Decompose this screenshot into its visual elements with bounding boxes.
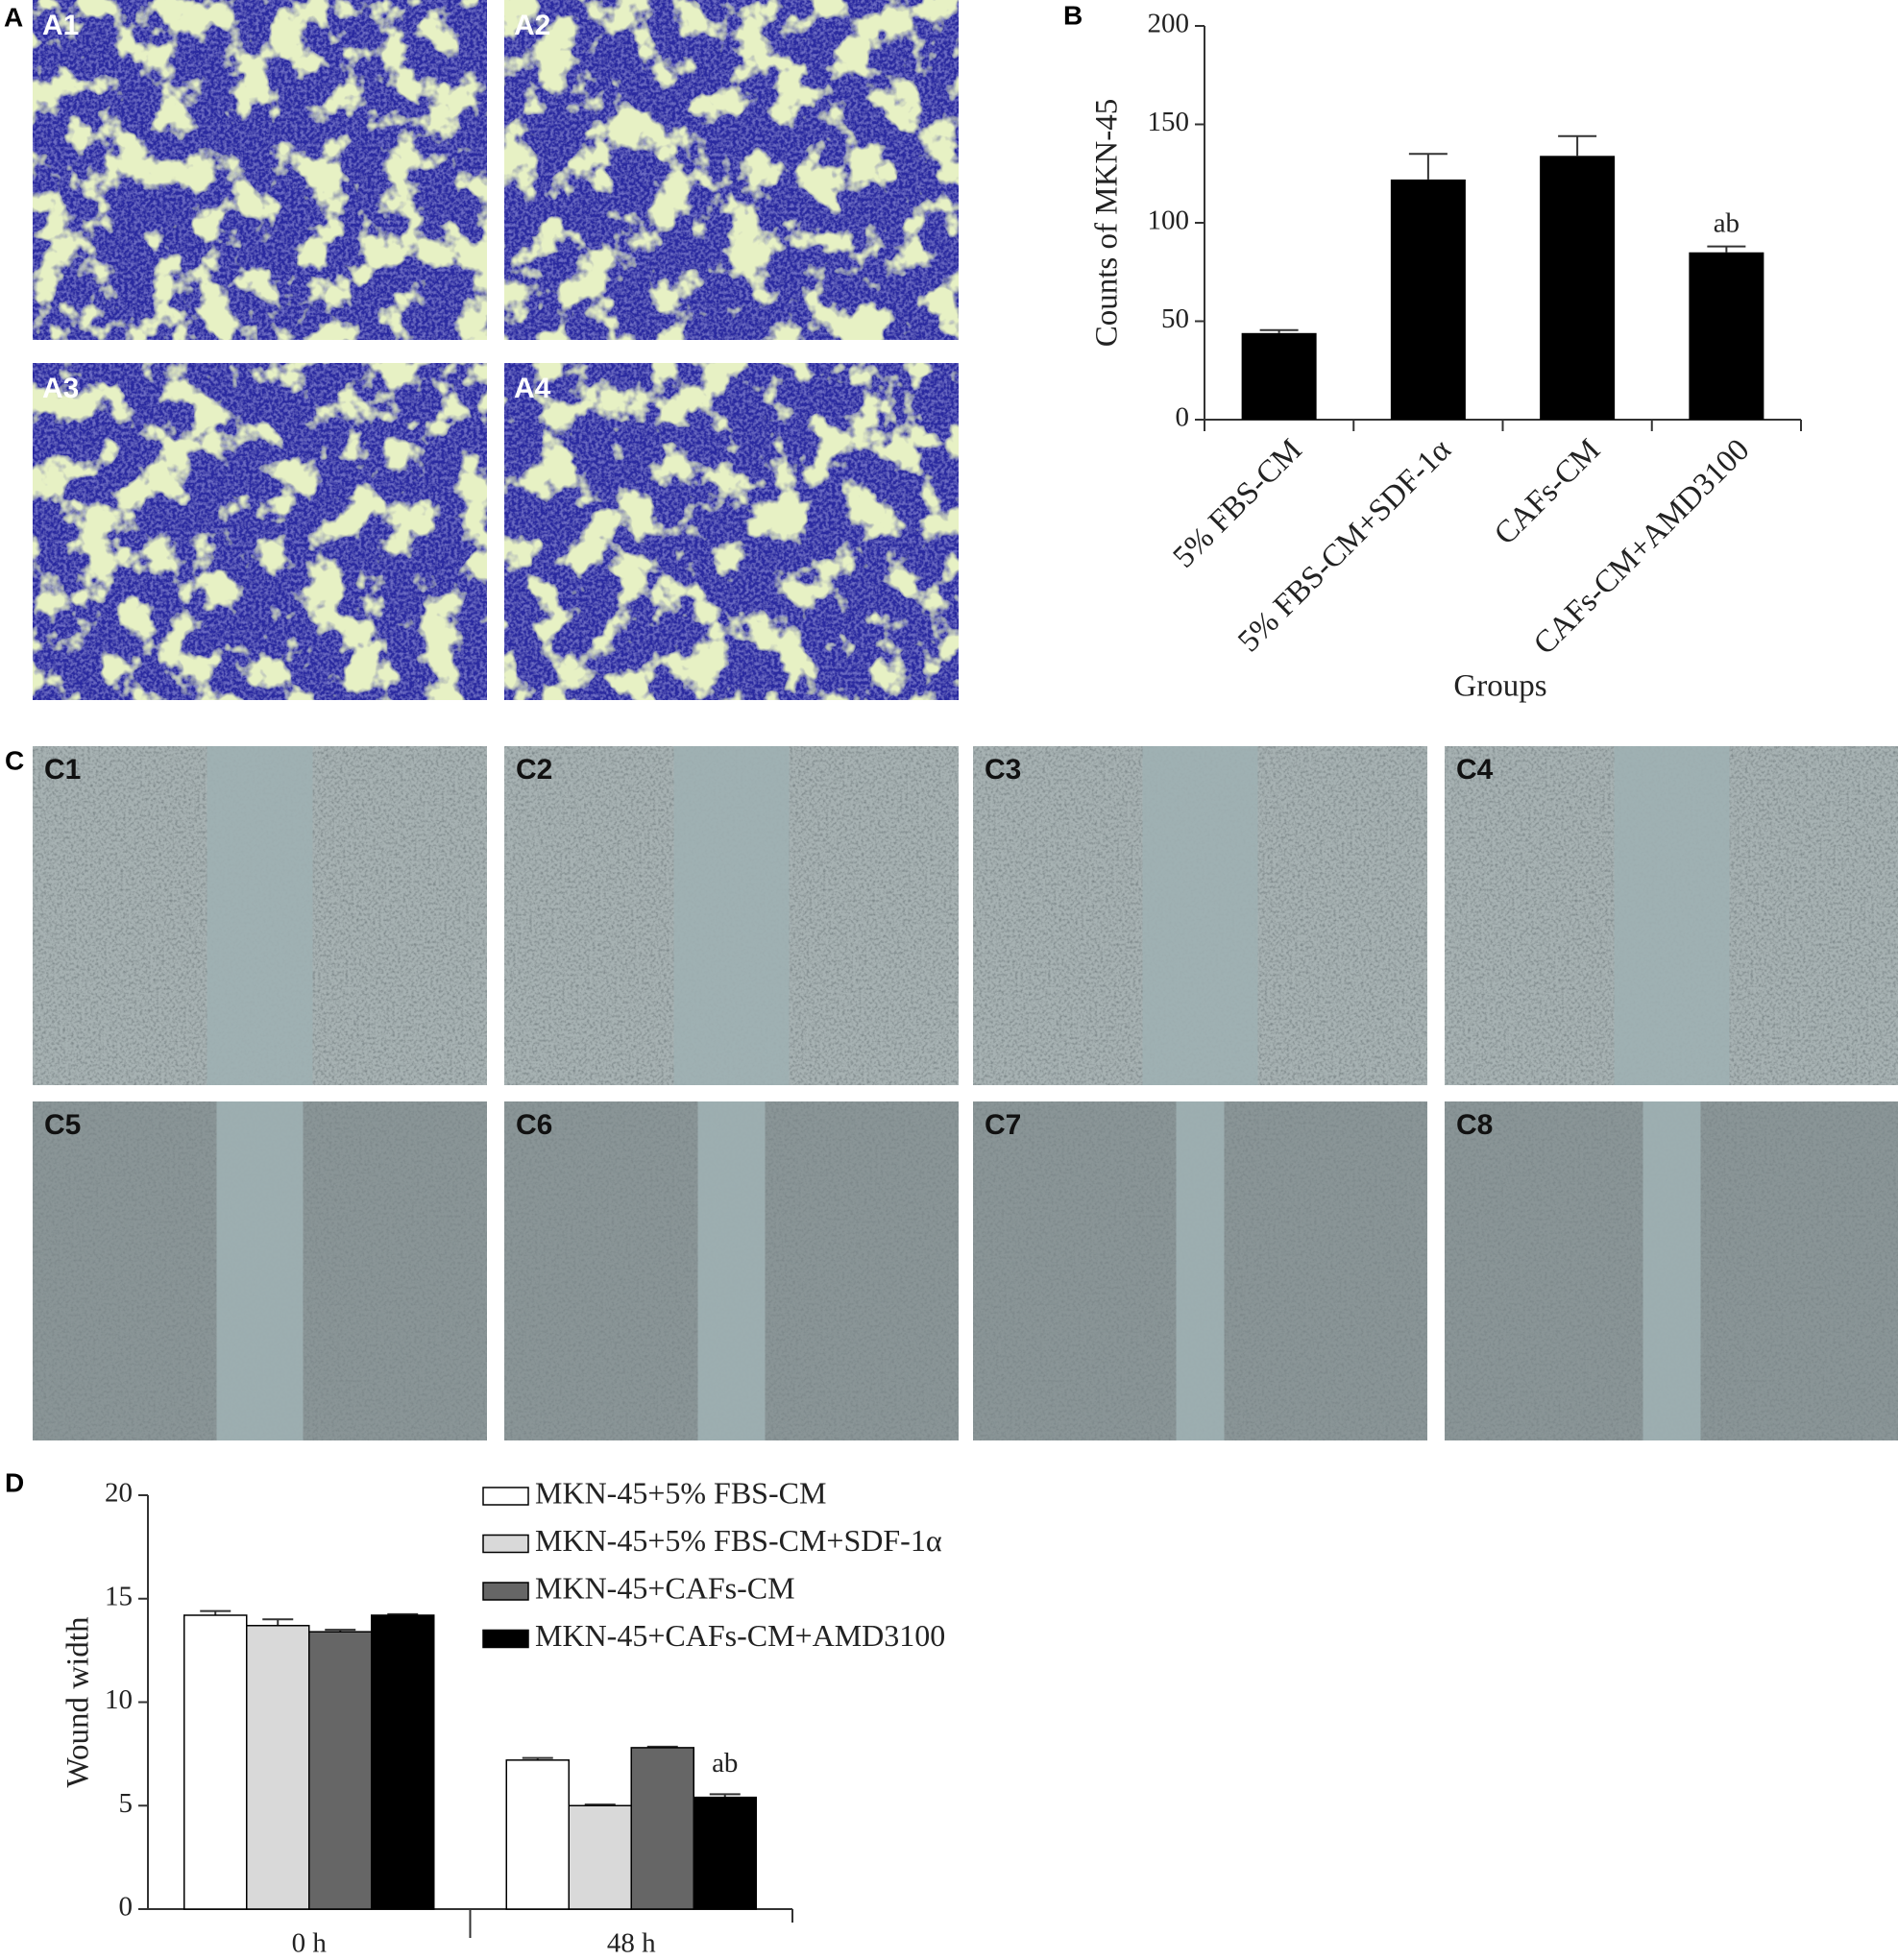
- image-label: C6: [516, 1109, 552, 1141]
- image-label: C5: [44, 1109, 81, 1141]
- micrograph: [33, 0, 487, 340]
- y-tick-label: 100: [1148, 206, 1190, 236]
- legend-swatch: [482, 1629, 529, 1649]
- x-axis-title: Groups: [1453, 669, 1546, 704]
- panel-label: A: [4, 2, 23, 32]
- y-tick-label: 5: [119, 1788, 134, 1819]
- x-tick-label: CAFs-CM: [1488, 433, 1607, 552]
- bar: [1390, 179, 1466, 420]
- legend-label: MKN-45+CAFs-CM+AMD3100: [535, 1618, 945, 1653]
- image-label: C7: [985, 1109, 1021, 1141]
- image-label: A2: [514, 10, 550, 41]
- scratch-gap: [1176, 1101, 1225, 1440]
- error-bar: [262, 1618, 294, 1626]
- bar: [246, 1625, 310, 1910]
- bar: [1689, 252, 1764, 420]
- x-tick-label: 5% FBS-CM: [1167, 433, 1309, 575]
- bar: [505, 1759, 570, 1910]
- panel-label: D: [5, 1467, 24, 1497]
- y-axis-title: Wound width: [61, 1616, 96, 1787]
- error-bar: [1558, 134, 1597, 157]
- error-bar: [1408, 153, 1448, 180]
- scratch-gap: [1642, 1101, 1701, 1440]
- legend-swatch: [482, 1534, 529, 1554]
- y-tick-label: 150: [1148, 107, 1190, 137]
- y-tick-label: 15: [105, 1581, 133, 1611]
- scratch-gap: [216, 1101, 304, 1440]
- x-tick-label: 0 h: [292, 1928, 328, 1959]
- image-label: C1: [44, 754, 81, 786]
- legend-swatch: [482, 1582, 529, 1601]
- y-axis-title: Counts of MKN-45: [1090, 99, 1125, 348]
- y-tick-label: 0: [1176, 402, 1190, 433]
- bar: [693, 1796, 757, 1910]
- legend-label: MKN-45+5% FBS-CM+SDF-1α: [535, 1523, 942, 1558]
- legend-label: MKN-45+CAFs-CM: [535, 1570, 795, 1605]
- micrograph: [33, 363, 487, 700]
- bar: [1241, 332, 1317, 420]
- bar: [183, 1614, 248, 1910]
- scratch-gap: [673, 746, 790, 1085]
- panel-label: B: [1063, 0, 1083, 30]
- scratch-gap: [1614, 746, 1730, 1085]
- scratch-gap: [697, 1101, 766, 1440]
- image-label: C3: [985, 754, 1021, 786]
- scratch-gap: [1142, 746, 1258, 1085]
- error-bar: [1707, 245, 1746, 253]
- image-label: A4: [514, 373, 551, 404]
- legend-swatch: [482, 1487, 529, 1506]
- micrograph: [504, 363, 959, 700]
- annotation: ab: [712, 1748, 738, 1779]
- bar: [630, 1747, 694, 1910]
- micrographs: A B C D A1 A2 A3 A4 C1 C2 C3 C4 C5 C6 C7 C8: [4, 0, 1898, 1497]
- image-label: A1: [42, 10, 79, 41]
- image-label: C2: [516, 754, 552, 786]
- image-label: C4: [1456, 754, 1494, 786]
- y-tick-label: 20: [105, 1478, 133, 1509]
- y-tick-label: 10: [105, 1684, 133, 1715]
- y-tick-label: 50: [1161, 303, 1189, 334]
- x-tick-label: 48 h: [607, 1928, 656, 1959]
- error-bar: [1259, 328, 1299, 333]
- image-label: A3: [42, 373, 79, 404]
- image-label: C8: [1456, 1109, 1493, 1141]
- bar: [371, 1614, 435, 1910]
- y-tick-label: 200: [1148, 9, 1190, 39]
- bar: [568, 1804, 632, 1910]
- micrograph: [504, 0, 959, 340]
- bar: [308, 1631, 373, 1910]
- legend-label: MKN-45+5% FBS-CM: [535, 1475, 826, 1510]
- annotation: ab: [1714, 207, 1740, 238]
- scratch-gap: [207, 746, 313, 1085]
- y-tick-label: 0: [119, 1892, 134, 1923]
- panel-label: C: [5, 745, 24, 775]
- bar: [1540, 156, 1616, 421]
